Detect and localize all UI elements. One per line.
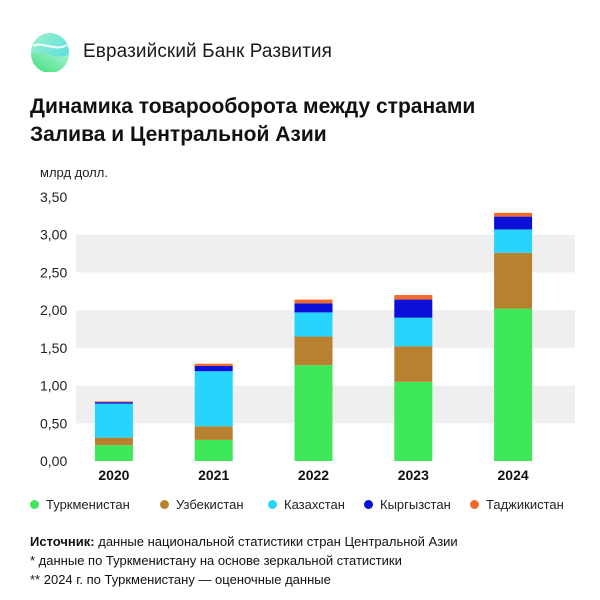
source-label: Источник: [30, 534, 95, 549]
grid-band [76, 197, 575, 235]
y-tick-label: 1,50 [40, 340, 67, 356]
y-tick-label: 0,50 [40, 415, 67, 431]
y-tick-label: 2,50 [40, 264, 67, 280]
footnote-2: ** 2024 г. по Туркменистану — оценочные … [30, 572, 331, 587]
header: Евразийский Банк Развития [30, 32, 332, 72]
bar-segment [394, 381, 433, 461]
source-text: данные национальной статистики стран Цен… [94, 534, 458, 549]
bar-segment [294, 303, 333, 313]
x-tick-label: 2022 [298, 467, 329, 483]
legend-swatch [160, 500, 169, 509]
bar-segment [394, 317, 433, 347]
y-axis-label: млрд долл. [40, 165, 108, 180]
y-tick-label: 3,00 [40, 227, 67, 243]
x-tick-label: 2024 [498, 467, 529, 483]
legend-swatch [30, 500, 39, 509]
x-tick-label: 2021 [198, 467, 229, 483]
y-tick-label: 2,00 [40, 302, 67, 318]
bar-segment [94, 445, 133, 461]
x-tick-label: 2023 [398, 467, 429, 483]
grid-band [76, 234, 575, 273]
bar-segment [194, 371, 233, 427]
chart-svg: млрд долл. 0,00 0,50 1,00 1,50 2,00 2,50 3,00 3,… [40, 165, 575, 483]
bar-segment [194, 363, 233, 366]
legend-item: Туркменистан [30, 497, 130, 512]
legend-swatch [364, 500, 373, 509]
y-tick-label: 1,00 [40, 378, 67, 394]
bar-segment [94, 437, 133, 446]
bar-segment [394, 295, 433, 300]
org-name: Евразийский Банк Развития [83, 41, 332, 62]
bar-segment [194, 439, 233, 461]
bar-segment [494, 252, 533, 309]
notes: Источник: данные национальной статистики… [30, 532, 458, 589]
bar-segment [194, 365, 233, 372]
y-tick-label: 3,50 [40, 189, 67, 205]
legend-item: Узбекистан [160, 497, 244, 512]
legend-item: Кыргызстан [364, 497, 451, 512]
bar-segment [94, 403, 133, 438]
chart-title-line-1: Динамика товарооборота между странами [30, 95, 476, 118]
legend-label: Таджикистан [486, 497, 564, 512]
legend-label: Казахстан [284, 497, 345, 512]
stacked-bar-chart: млрд долл. 0,00 0,50 1,00 1,50 2,00 2,50 3,00 3,… [30, 160, 575, 520]
legend-label: Узбекистан [176, 497, 244, 512]
chart-legend: Туркменистан Узбекистан Казахстан Кыргызста… [30, 497, 590, 517]
legend-label: Кыргызстан [380, 497, 451, 512]
bar-segment [94, 401, 133, 403]
bar-segment [194, 426, 233, 440]
bar-segment [294, 365, 333, 461]
bar-segment [394, 299, 433, 318]
legend-item: Таджикистан [470, 497, 564, 512]
bar-segment [494, 212, 533, 217]
chart-title-line-2: Залива и Центральной Азии [30, 123, 327, 146]
source-note: Источник: данные национальной статистики… [30, 532, 458, 551]
footnote-1: * данные по Туркменистану на основе зерк… [30, 553, 402, 568]
bar-segment [294, 336, 333, 366]
legend-swatch [470, 500, 479, 509]
bar-segment [494, 216, 533, 230]
y-tick-label: 0,00 [40, 453, 67, 469]
bar-segment [294, 299, 333, 304]
bar-segment [294, 312, 333, 337]
bar-segment [494, 229, 533, 253]
bar-segment [394, 346, 433, 382]
eadb-logo-icon [31, 33, 69, 72]
bar-segment [94, 402, 133, 404]
legend-label: Туркменистан [46, 497, 130, 512]
x-tick-label: 2020 [98, 467, 129, 483]
bar-segment [494, 308, 533, 461]
chart-title: Динамика товарооборота между странами За… [30, 93, 570, 149]
legend-item: Казахстан [268, 497, 345, 512]
legend-swatch [268, 500, 277, 509]
